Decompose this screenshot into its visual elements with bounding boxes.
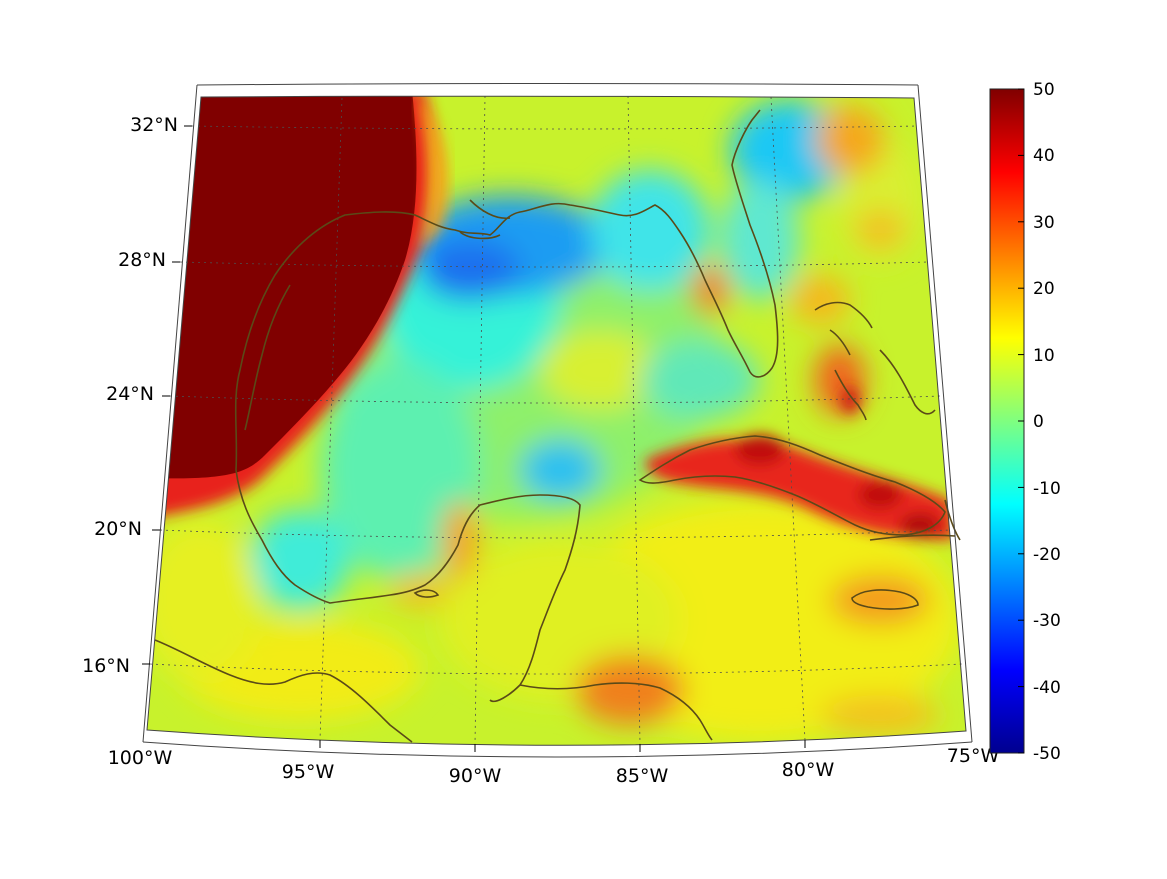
map-panel: 16°N 20°N 24°N 28°N 32°N 100°W 95°W 90°W… xyxy=(82,83,1000,787)
coastlines xyxy=(154,109,961,743)
colorbar-tick: -50 xyxy=(1033,744,1061,764)
map-frame xyxy=(146,95,967,746)
colorbar: 50 40 30 20 10 0 -10 -20 -30 -40 -50 xyxy=(989,80,1061,764)
lon-label-95: 95°W xyxy=(282,761,335,783)
longitude-labels: 100°W 95°W 90°W 85°W 80°W 75°W xyxy=(108,745,1000,787)
colorbar-tick-labels: 50 40 30 20 10 0 -10 -20 -30 -40 -50 xyxy=(1033,80,1061,764)
lon-label-100: 100°W xyxy=(108,747,173,769)
colorbar-tick: 10 xyxy=(1033,346,1055,366)
lat-label-16: 16°N xyxy=(82,655,130,677)
colorbar-tick: -40 xyxy=(1033,678,1061,698)
colorbar-tick: 30 xyxy=(1033,213,1055,233)
latitude-labels: 16°N 20°N 24°N 28°N 32°N xyxy=(82,114,178,677)
lon-label-85: 85°W xyxy=(616,765,669,787)
lat-label-24: 24°N xyxy=(106,383,154,405)
lon-label-80: 80°W xyxy=(782,759,835,781)
colorbar-tick: -20 xyxy=(1033,545,1061,565)
graticule xyxy=(149,95,963,745)
lon-label-90: 90°W xyxy=(449,765,502,787)
colorbar-tick: 40 xyxy=(1033,146,1055,166)
colorbar-tick: -10 xyxy=(1033,479,1061,499)
lat-label-32: 32°N xyxy=(130,114,178,136)
colorbar-tick: 50 xyxy=(1033,80,1055,100)
colorbar-tick: 20 xyxy=(1033,279,1055,299)
lon-label-75: 75°W xyxy=(947,745,1000,767)
data-field xyxy=(147,96,966,746)
lat-label-20: 20°N xyxy=(94,518,142,540)
colorbar-tick: -30 xyxy=(1033,611,1061,631)
colorbar-tick: 0 xyxy=(1033,412,1044,432)
lat-label-28: 28°N xyxy=(118,249,166,271)
